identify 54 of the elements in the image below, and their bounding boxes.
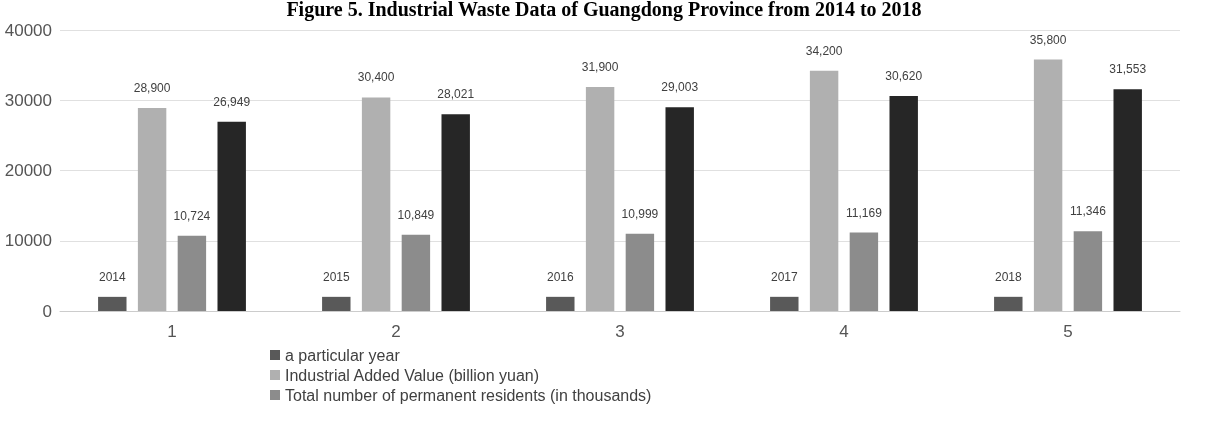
- data-label: 34,200: [805, 43, 843, 58]
- bar: [1033, 59, 1063, 311]
- data-label: 2015: [322, 269, 350, 284]
- data-label: 30,620: [885, 68, 923, 83]
- x-tick-label: 5: [1063, 322, 1073, 341]
- bar: [177, 235, 207, 311]
- bar: [809, 70, 839, 311]
- bar: [361, 97, 391, 311]
- data-label: 2014: [98, 269, 126, 284]
- data-label: 11,169: [846, 205, 883, 220]
- data-label: 35,800: [1029, 32, 1067, 47]
- bar: [322, 296, 351, 311]
- bar: [849, 232, 879, 311]
- y-tick-label: 10000: [4, 231, 52, 251]
- y-tick-label: 20000: [4, 161, 52, 180]
- bar: [585, 86, 615, 311]
- legend-label: a particular year: [285, 346, 401, 364]
- y-tick-label: 0: [42, 301, 52, 321]
- y-tick-label: 40000: [4, 20, 52, 40]
- legend-label: Industrial Added Value (billion yuan): [285, 366, 540, 384]
- data-label: 28,900: [133, 80, 171, 95]
- data-label: 11,346: [1070, 204, 1107, 219]
- bar: [994, 296, 1023, 311]
- data-label: 28,021: [437, 87, 475, 102]
- data-label: 2018: [994, 269, 1022, 284]
- x-tick-label: 1: [167, 322, 177, 341]
- bar: [217, 121, 246, 311]
- data-label: 26,949: [213, 94, 251, 109]
- x-tick-label: 3: [615, 322, 625, 341]
- data-label: 29,003: [661, 80, 699, 95]
- data-label: 10,999: [621, 206, 659, 221]
- x-tick-label: 2: [391, 322, 401, 341]
- data-label: 10,724: [173, 208, 211, 223]
- bar: [98, 296, 127, 311]
- bar: [889, 95, 918, 311]
- y-tick-label: 30000: [4, 90, 52, 110]
- chart-title: Figure 5. Industrial Waste Data of Guangdong Province from 2014 to 2018: [286, 0, 922, 21]
- data-label: 2017: [770, 269, 798, 284]
- bar: [441, 114, 470, 311]
- data-label: 31,900: [581, 59, 619, 74]
- data-label: 10,849: [397, 207, 435, 222]
- bar: [770, 296, 799, 311]
- legend-label: Total number of permanent residents (in thousands): [285, 386, 652, 404]
- data-label: 30,400: [357, 70, 395, 85]
- x-tick-label: 4: [839, 322, 849, 341]
- bar: [1113, 89, 1142, 311]
- bar: [1073, 231, 1103, 311]
- data-label: 2016: [546, 269, 574, 284]
- bar: [137, 107, 167, 311]
- bar: [625, 233, 655, 311]
- data-label: 31,553: [1109, 62, 1147, 77]
- bar: [546, 296, 575, 311]
- bar: [401, 234, 431, 311]
- bar: [665, 107, 694, 311]
